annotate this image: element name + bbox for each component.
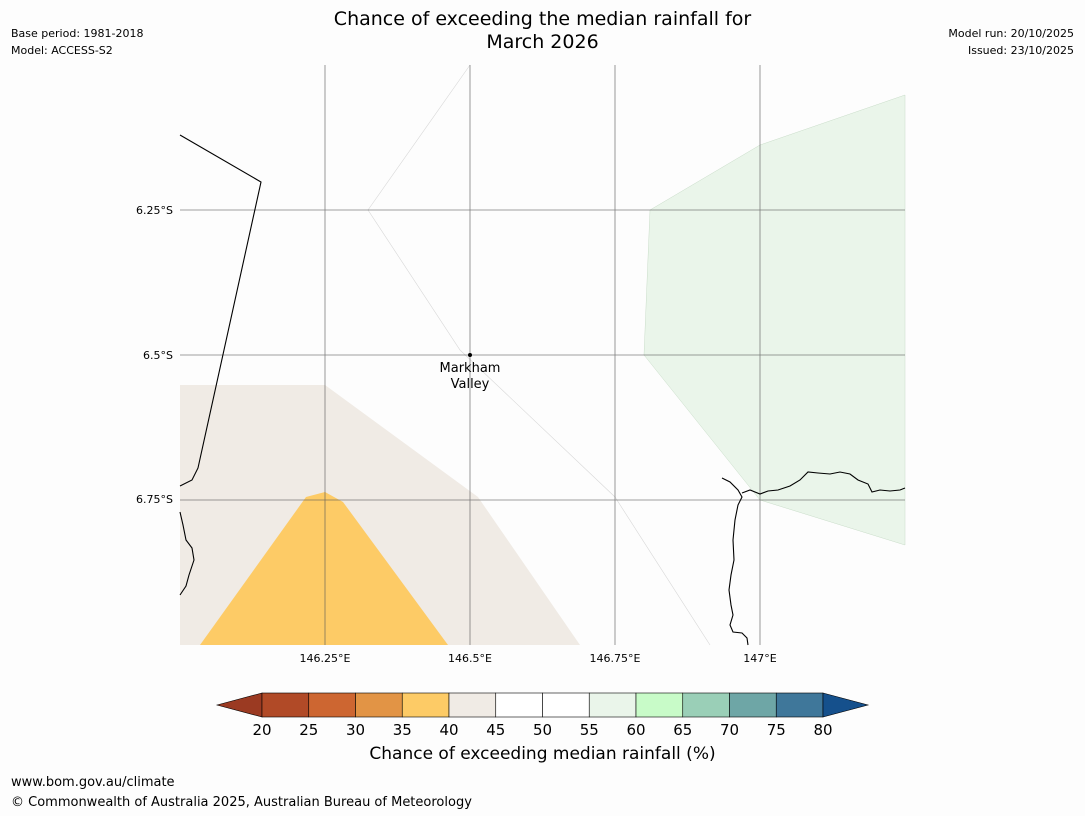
colorbar: 20 25 30 35 40 45 50 55 60 65 70 75 80 (215, 692, 870, 739)
place-label-line-1: Markham (440, 361, 501, 376)
east-coast (721, 477, 749, 646)
region-35-40 (200, 492, 448, 645)
place-label-line-2: Valley (451, 377, 490, 392)
colorbar-segment (775, 692, 824, 718)
title-line-2: March 2026 (486, 31, 599, 53)
colorbar-under-arrow (215, 692, 263, 718)
region-55-60 (643, 94, 906, 546)
colorbar-tick-label: 50 (533, 721, 552, 739)
colorbar-tick-label: 70 (720, 721, 739, 739)
colorbar-segment (401, 692, 450, 718)
lon-label: 146.25°E (300, 652, 351, 665)
title-line-1: Chance of exceeding the median rainfall … (333, 8, 752, 30)
colorbar-over-arrow (822, 692, 870, 718)
colorbar-title: Chance of exceeding median rainfall (%) (369, 744, 716, 764)
colorbar-tick-label: 35 (393, 721, 412, 739)
lat-label: 6.25°S (136, 204, 173, 217)
markham-valley-marker[interactable]: Markham Valley (440, 353, 501, 392)
probability-regions (180, 64, 906, 646)
colorbar-segment (448, 692, 497, 718)
huon-coast (741, 471, 906, 495)
colorbar-tick-label: 60 (626, 721, 645, 739)
run-info: Model run: 20/10/2025 Issued: 23/10/2025 (948, 25, 1074, 59)
coastlines (179, 134, 906, 646)
map-title: Chance of exceeding the median rainfall … (0, 8, 1085, 54)
footer-url[interactable]: www.bom.gov.au/climate (11, 775, 175, 790)
colorbar-segment (261, 692, 310, 718)
longitude-labels: 146.25°E 146.5°E 146.75°E 147°E (300, 652, 777, 665)
lon-label: 147°E (743, 652, 776, 665)
colorbar-tick-label: 65 (673, 721, 692, 739)
colorbar-segment (355, 692, 403, 718)
colorbar-tick-label: 55 (580, 721, 599, 739)
lon-label: 146.5°E (448, 652, 492, 665)
lat-label: 6.5°S (143, 349, 173, 362)
border-line (179, 134, 262, 487)
colorbar-tick-label: 80 (813, 721, 832, 739)
footer-copyright: © Commonwealth of Australia 2025, Austra… (11, 795, 472, 810)
latitude-labels: 6.25°S 6.5°S 6.75°S (136, 204, 173, 506)
colorbar-segment (682, 692, 730, 718)
west-coast (179, 511, 195, 596)
lon-label: 146.75°E (590, 652, 641, 665)
lat-label: 6.75°S (136, 493, 173, 506)
model-name: Model: ACCESS-S2 (11, 44, 113, 57)
colorbar-tick-label: 25 (299, 721, 318, 739)
colorbar-tick-label: 40 (439, 721, 458, 739)
colorbar-segment (635, 692, 684, 718)
contour-line (367, 64, 711, 646)
base-period: Base period: 1981-2018 (11, 27, 144, 40)
colorbar-tick-label: 20 (252, 721, 271, 739)
colorbar-tick-label: 75 (767, 721, 786, 739)
base-info: Base period: 1981-2018 Model: ACCESS-S2 (11, 25, 143, 59)
colorbar-segment (729, 692, 777, 718)
issued-date: Issued: 23/10/2025 (967, 44, 1074, 57)
colorbar-segment (542, 692, 590, 718)
colorbar-segment (588, 692, 637, 718)
model-run-date: Model run: 20/10/2025 (948, 27, 1074, 40)
location-dot-icon (468, 353, 472, 357)
colorbar-segment (308, 692, 356, 718)
colorbar-tick-label: 45 (486, 721, 505, 739)
colorbar-tick-label: 30 (346, 721, 365, 739)
colorbar-segment (495, 692, 543, 718)
